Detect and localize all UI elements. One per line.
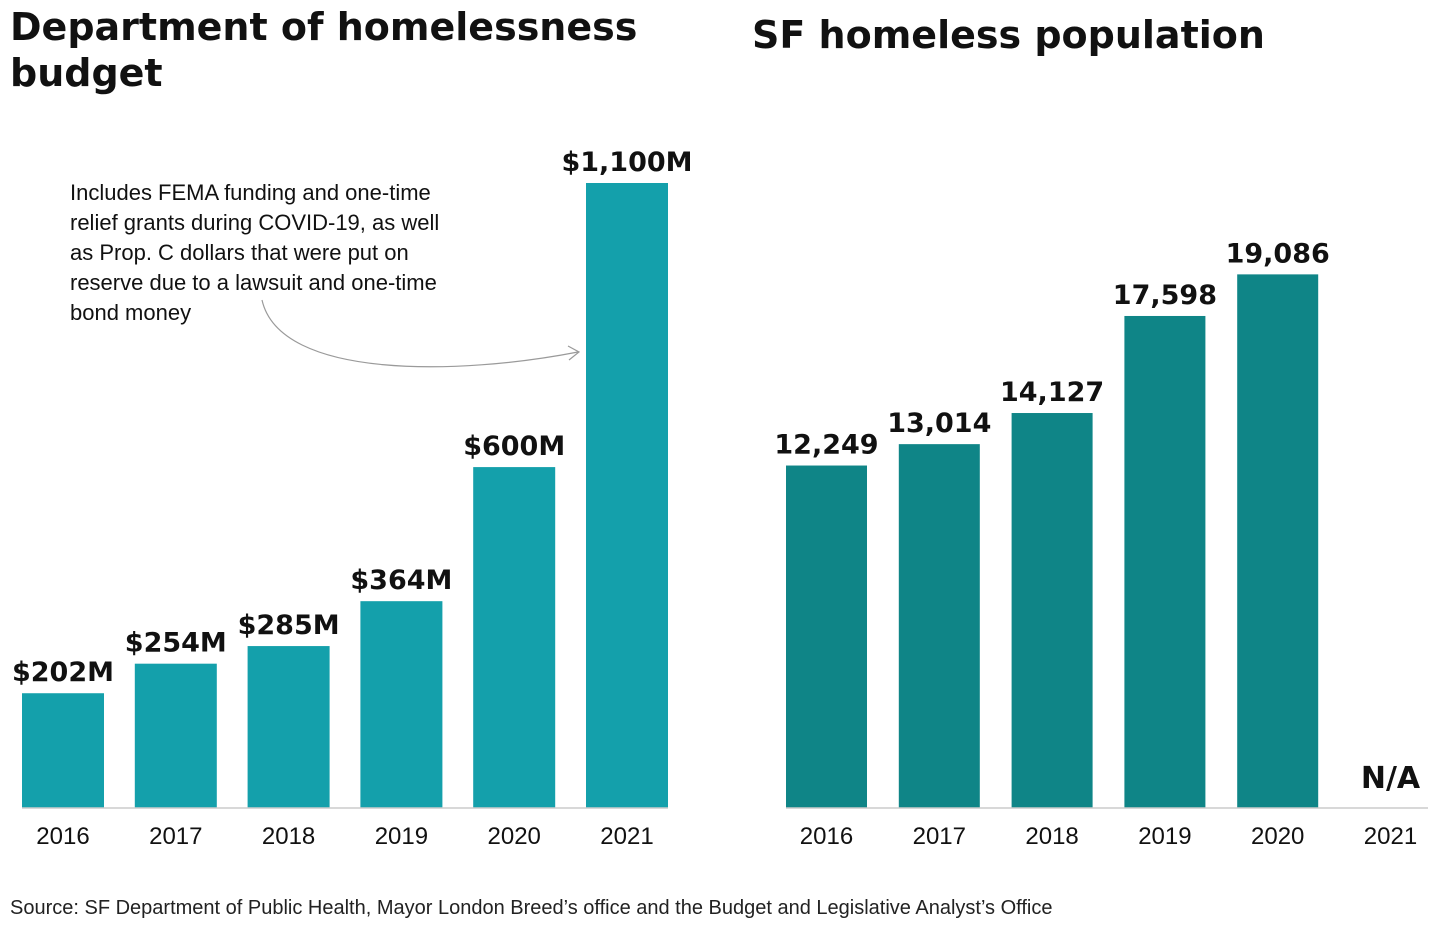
budget-value-label: $202M <box>12 657 114 688</box>
budget-x-tick-label: 2016 <box>36 823 89 850</box>
budget-chart-title: Department of homelessness budget <box>10 5 638 95</box>
annotation-text-line: bond money <box>70 300 191 325</box>
population-bar <box>1124 315 1206 808</box>
annotation-text-line: Includes FEMA funding and one-time <box>70 180 431 205</box>
budget-bar <box>22 693 104 808</box>
budget-x-tick-label: 2020 <box>488 823 541 850</box>
annotation-text-line: reserve due to a lawsuit and one-time <box>70 270 437 295</box>
budget-value-label: $1,100M <box>561 147 692 178</box>
budget-x-tick-label: 2017 <box>149 823 202 850</box>
budget-bar <box>360 601 443 808</box>
population-x-tick-label: 2017 <box>913 823 966 850</box>
source-note: Source: SF Department of Public Health, … <box>10 897 1053 919</box>
budget-value-label: $364M <box>350 565 452 596</box>
budget-bar <box>247 646 330 808</box>
budget-value-label: $285M <box>238 610 340 641</box>
population-bar <box>1011 413 1093 808</box>
population-value-label: 14,127 <box>1000 377 1104 408</box>
annotation-text-line: relief grants during COVID-19, as well <box>70 210 439 235</box>
budget-bar <box>134 663 217 808</box>
annotation-arrow <box>261 299 579 368</box>
population-value-label: N/A <box>1361 761 1421 796</box>
budget-x-tick-label: 2019 <box>375 823 428 850</box>
population-value-label: 19,086 <box>1226 238 1330 269</box>
population-bar <box>786 465 867 808</box>
population-value-label: 12,249 <box>774 430 878 461</box>
population-x-tick-label: 2016 <box>800 823 853 850</box>
budget-x-tick-label: 2021 <box>600 823 653 850</box>
population-x-tick-label: 2018 <box>1025 823 1078 850</box>
budget-x-tick-label: 2018 <box>262 823 315 850</box>
population-x-tick-label: 2019 <box>1138 823 1191 850</box>
budget-bar <box>586 183 668 808</box>
population-bar <box>898 444 980 808</box>
budget-value-label: $254M <box>125 628 227 659</box>
annotation-arrowhead <box>567 345 581 361</box>
annotation-text-line: as Prop. C dollars that were put on <box>70 240 409 265</box>
budget-bar <box>473 467 556 808</box>
population-value-label: 17,598 <box>1113 280 1217 311</box>
population-x-tick-label: 2021 <box>1364 823 1417 850</box>
budget-value-label: $600M <box>463 431 565 462</box>
population-value-label: 13,014 <box>887 408 991 439</box>
population-bar <box>1237 274 1319 808</box>
population-chart-title: SF homeless population <box>752 13 1265 57</box>
population-x-tick-label: 2020 <box>1251 823 1304 850</box>
